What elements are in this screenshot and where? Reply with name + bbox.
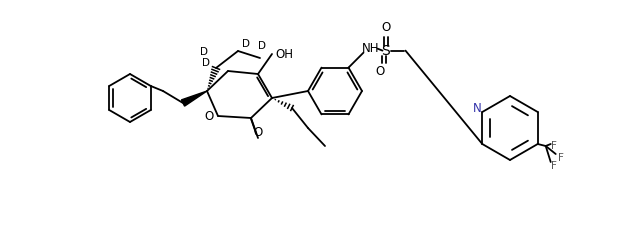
Text: F: F xyxy=(551,161,557,171)
Polygon shape xyxy=(181,91,207,106)
Text: O: O xyxy=(204,109,213,123)
Text: D: D xyxy=(242,39,250,49)
Text: F: F xyxy=(551,141,557,151)
Text: NH: NH xyxy=(362,42,379,55)
Text: S: S xyxy=(381,44,390,58)
Text: D: D xyxy=(258,41,266,51)
Text: O: O xyxy=(375,65,384,78)
Text: D: D xyxy=(202,58,210,68)
Text: D: D xyxy=(200,47,208,57)
Text: F: F xyxy=(557,153,564,163)
Text: O: O xyxy=(253,126,262,139)
Text: OH: OH xyxy=(275,47,293,61)
Text: N: N xyxy=(473,103,482,116)
Text: O: O xyxy=(381,21,390,34)
